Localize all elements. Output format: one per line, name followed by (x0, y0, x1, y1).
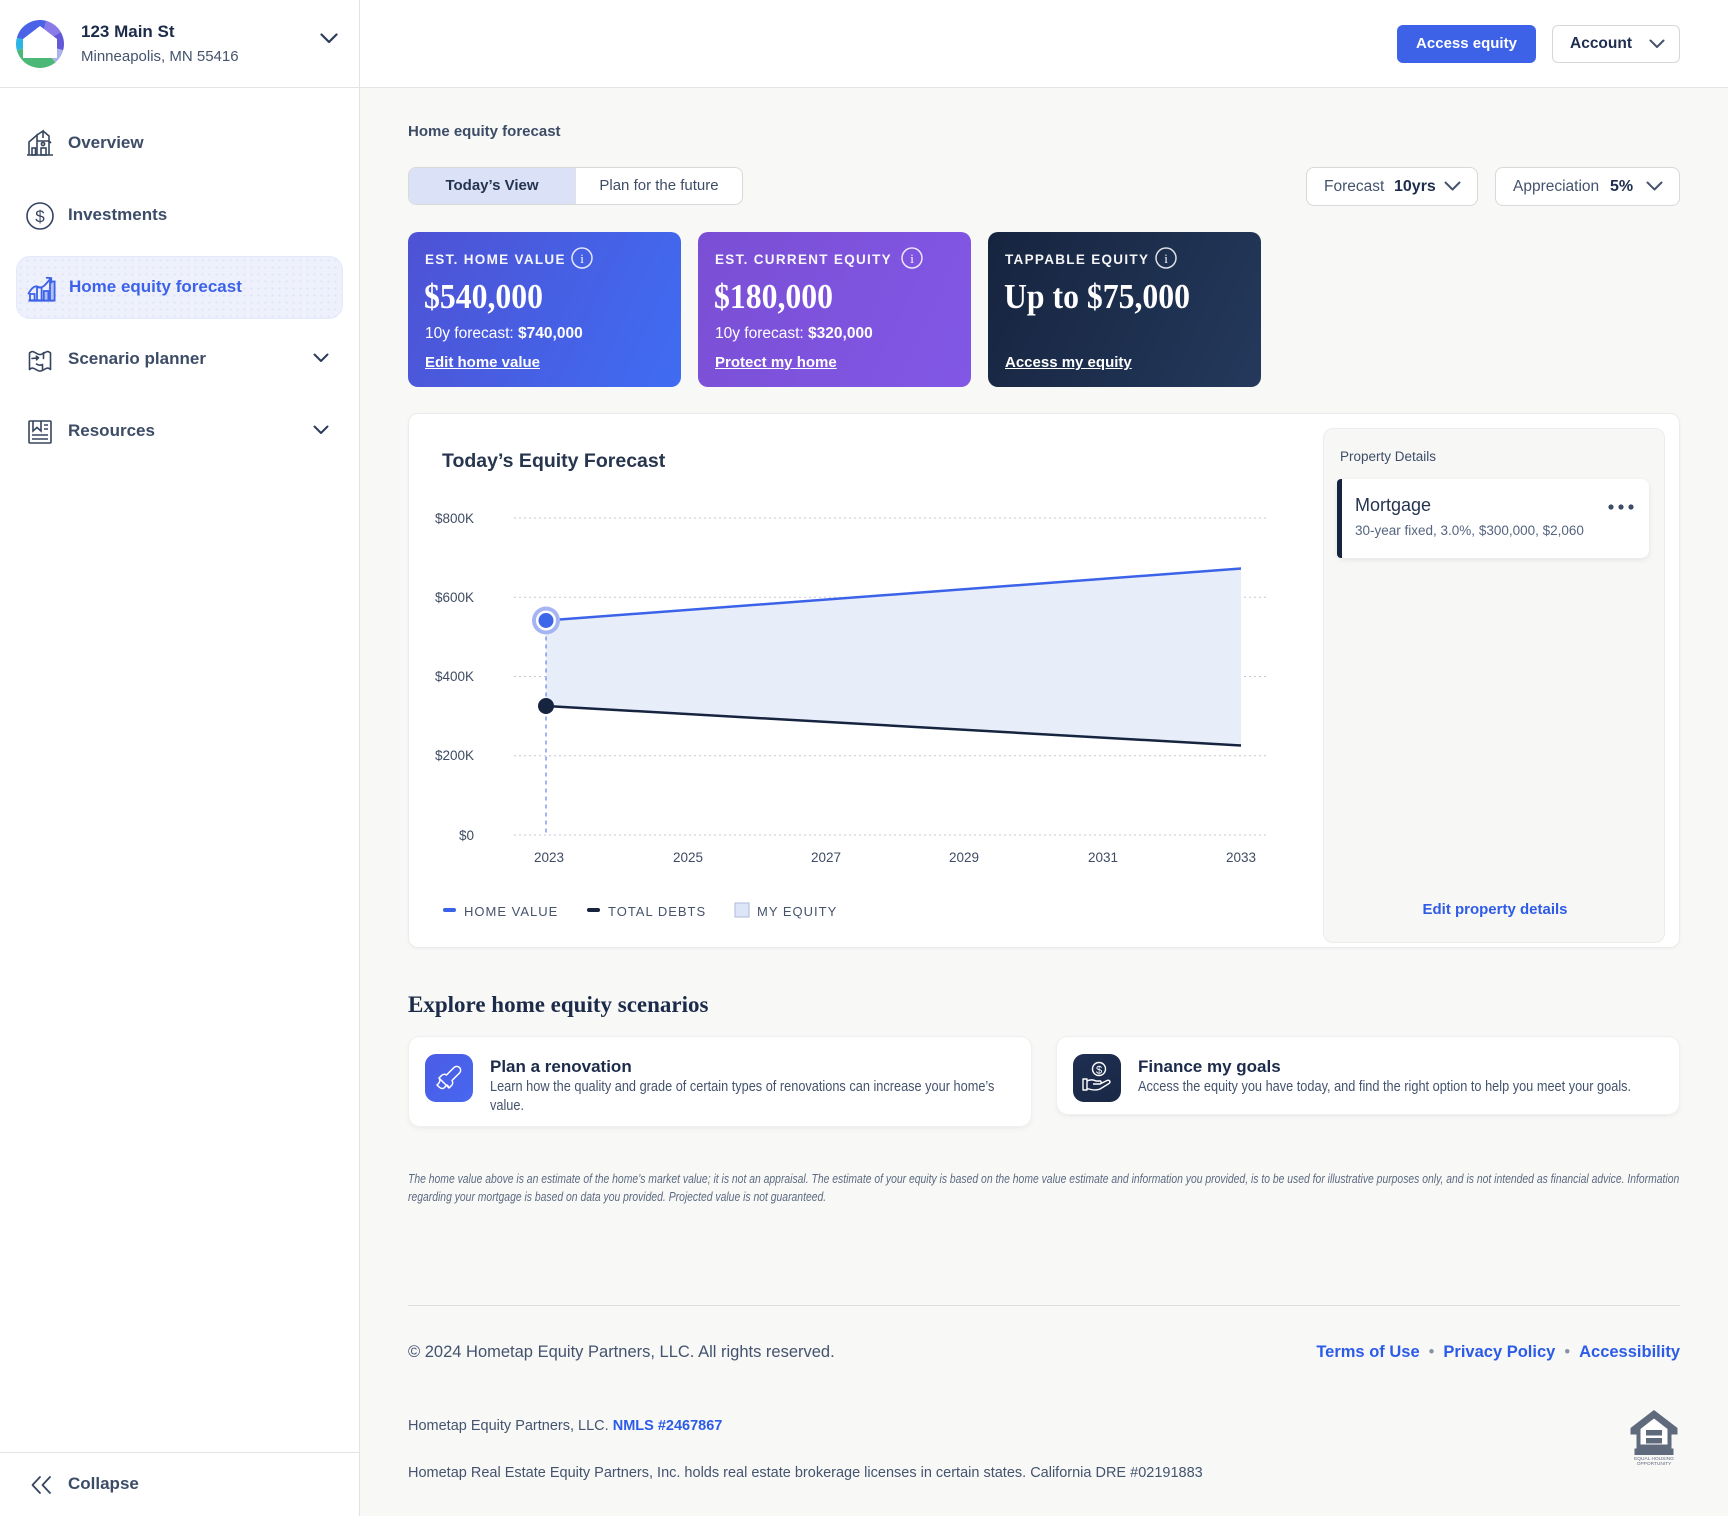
svg-text:i: i (1164, 251, 1168, 266)
svg-text:$600K: $600K (435, 590, 474, 605)
svg-text:EQUAL HOUSING: EQUAL HOUSING (1634, 1456, 1674, 1462)
svg-text:2027: 2027 (811, 850, 841, 865)
svg-text:$800K: $800K (435, 511, 474, 526)
svg-text:2023: 2023 (534, 850, 564, 865)
svg-text:2029: 2029 (949, 850, 979, 865)
svg-text:i: i (580, 251, 584, 266)
svg-text:2031: 2031 (1088, 850, 1118, 865)
svg-text:$400K: $400K (435, 669, 474, 684)
svg-text:$: $ (35, 207, 45, 226)
svg-text:$: $ (1096, 1065, 1102, 1077)
svg-text:OPPORTUNITY: OPPORTUNITY (1637, 1461, 1672, 1465)
svg-text:HOME VALUE: HOME VALUE (464, 904, 558, 919)
svg-text:TOTAL DEBTS: TOTAL DEBTS (608, 904, 706, 919)
svg-text:i: i (910, 251, 914, 266)
svg-text:$200K: $200K (435, 748, 474, 763)
svg-text:2033: 2033 (1226, 850, 1256, 865)
svg-text:2025: 2025 (673, 850, 703, 865)
svg-text:$0: $0 (459, 828, 474, 843)
svg-text:MY EQUITY: MY EQUITY (757, 904, 837, 919)
